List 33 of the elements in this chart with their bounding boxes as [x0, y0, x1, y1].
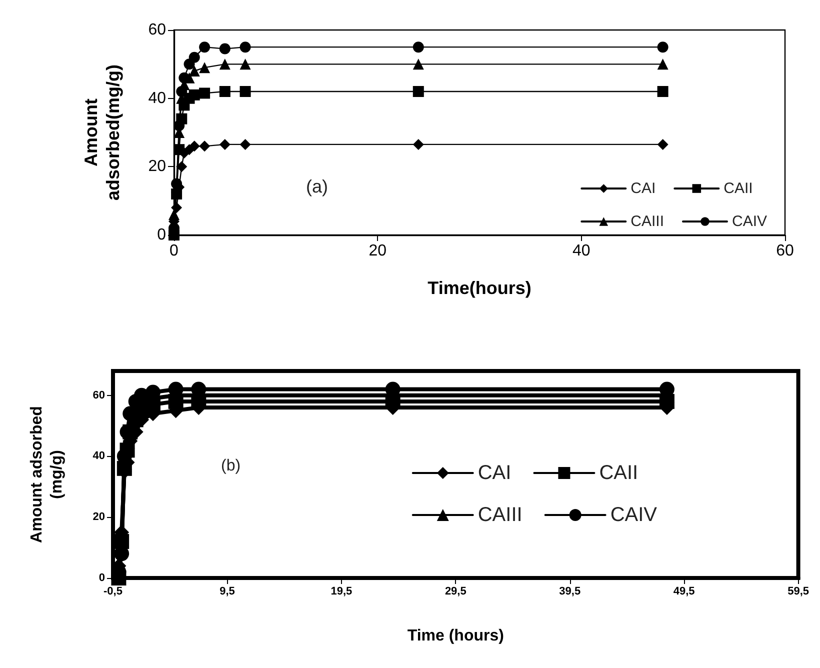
annotation: (a) [306, 176, 328, 197]
y-axis-title: Amount adsorbed(mg/g) [81, 64, 123, 201]
x-tick-label: 20 [368, 242, 387, 260]
x-tick-label: -0,5 [104, 586, 122, 598]
y-axis-title: Amount adsorbed (mg/g) [28, 406, 66, 543]
x-tick-label: 40 [572, 242, 590, 260]
x-tick-label: 29,5 [444, 586, 466, 598]
x-tick-label: 59,5 [788, 586, 810, 598]
legend-label: CAII [724, 180, 753, 197]
x-tick-label: 0 [170, 242, 179, 260]
x-axis-title: Time (hours) [407, 628, 504, 644]
legend-label: CAIV [610, 504, 658, 526]
annotation: (b) [221, 457, 241, 474]
y-tick-label: 40 [92, 450, 105, 462]
x-tick-label: 60 [776, 242, 794, 260]
y-tick-label: 0 [157, 226, 166, 244]
x-tick-label: 9,5 [220, 586, 235, 598]
y-tick-label: 0 [98, 572, 105, 584]
y-tick-label: 20 [92, 511, 105, 524]
legend-label: CAI [478, 462, 512, 484]
x-tick-label: 39,5 [559, 586, 581, 598]
legend-label: CAIII [478, 504, 522, 526]
y-tick-label: 20 [148, 158, 166, 176]
y-tick-label: 40 [148, 90, 166, 107]
x-tick-label: 19,5 [330, 586, 352, 598]
legend-label: CAI [630, 180, 656, 197]
y-tick-label: 60 [148, 22, 166, 38]
x-tick-label: 49,5 [673, 586, 695, 598]
legend-label: CAII [599, 462, 638, 484]
legend-label: CAIV [732, 213, 768, 230]
legend-label: CAIII [630, 213, 664, 230]
x-axis-title: Time(hours) [428, 278, 532, 298]
y-tick-label: 60 [92, 389, 105, 402]
